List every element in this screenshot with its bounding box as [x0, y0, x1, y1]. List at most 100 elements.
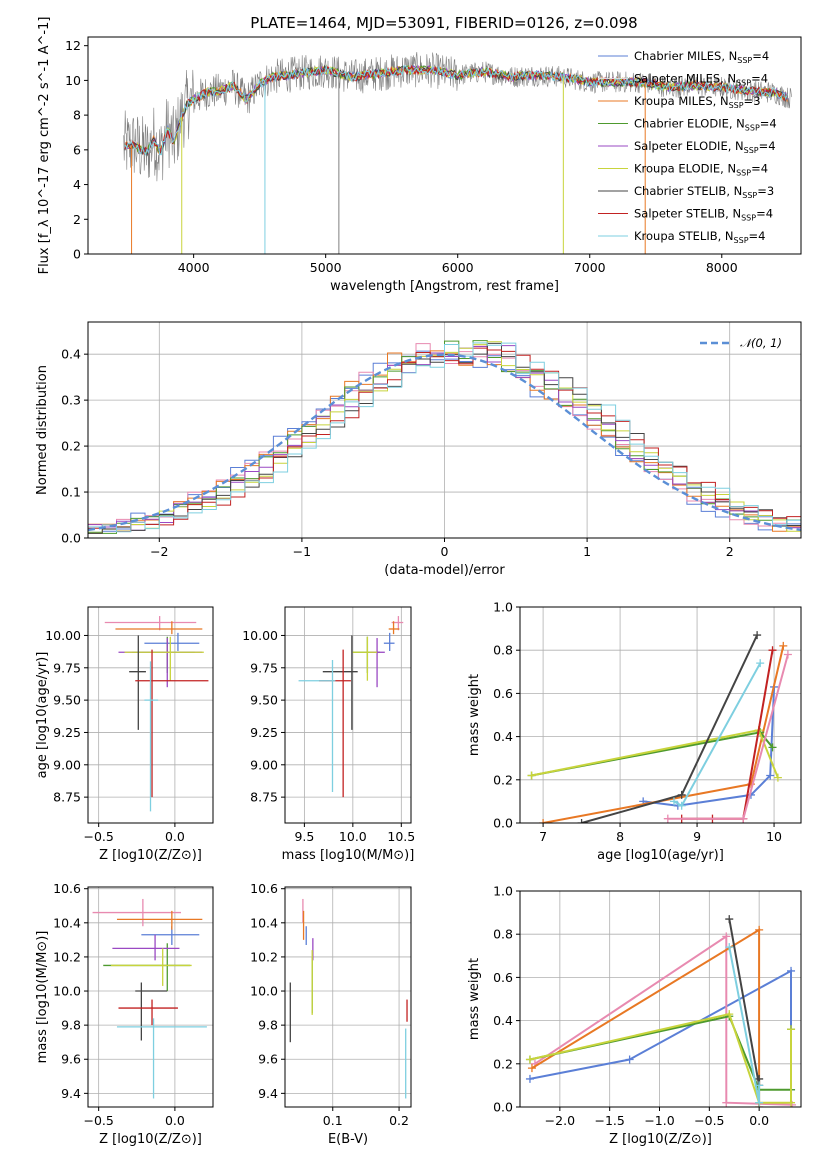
weight-point-marker [725, 943, 734, 952]
y-tick-label: 9.50 [53, 693, 81, 708]
y-tick-label: 10.6 [250, 881, 278, 896]
y-tick-label: 0.0 [61, 531, 81, 546]
legend-name: Salpeter ELODIE [634, 139, 728, 153]
legend-name: Kroupa ELODIE [634, 162, 720, 176]
weight-point-marker [527, 1064, 536, 1073]
axes-frame [519, 890, 802, 1108]
x-tick-label: 1 [583, 544, 591, 559]
legend-nssp: 4 [758, 229, 765, 243]
y-tick-label: 9.25 [250, 725, 278, 740]
legend-sub: SSP [736, 79, 751, 88]
legend-eq: = [760, 117, 770, 131]
y-tick-label: 0.4 [493, 729, 513, 744]
x-tick-label: −1 [293, 544, 311, 559]
plot-mass-vs-Z: −0.5 0.0 9.4 9.6 9.8 10.0 10.2 10.4 10.6 Z [log10… [35, 881, 214, 1147]
legend-nssp: 3 [753, 94, 760, 108]
x-axis-label: E(B-V) [328, 1132, 368, 1147]
weight-series-line [529, 1012, 792, 1104]
plot-area [88, 340, 801, 534]
weight-series-line [531, 928, 761, 1107]
legend-sep: , N [729, 117, 745, 131]
y-tick-label: 2 [73, 212, 81, 227]
y-tick-label: 10.4 [53, 915, 81, 930]
plot-massweight-vs-Z: −2.0 −1.5 −1.0 −0.5 0.0 0.0 0.2 0.4 0.6 0.8 1.0 Z [… [467, 884, 802, 1147]
weight-point-marker [756, 659, 765, 668]
weight-point-marker [755, 925, 764, 934]
weight-point-marker [753, 631, 762, 640]
y-tick-label: 0.0 [493, 816, 513, 831]
legend-label: Salpeter MILES, NSSP=4 [634, 72, 768, 88]
y-tick-label: 9.00 [53, 757, 81, 772]
normal-reference-curve [88, 353, 801, 532]
y-tick-label: 0.6 [493, 686, 513, 701]
y-tick-label: 9.8 [258, 1018, 278, 1033]
x-tick-label: −2.0 [545, 1113, 575, 1128]
y-tick-label: 10.2 [250, 949, 278, 964]
x-tick-label: −2 [150, 544, 168, 559]
y-tick-label: 0.2 [493, 772, 513, 787]
legend-label: Chabrier MILES, NSSP=4 [634, 49, 769, 65]
weight-point-marker [766, 771, 775, 780]
x-tick-label: 8 [616, 829, 624, 844]
spectrum-model-line [124, 65, 788, 156]
legend-nssp: 4 [762, 49, 769, 63]
legend-name: Salpeter STELIB [634, 207, 725, 221]
y-tick-label: 10.4 [250, 915, 278, 930]
y-tick-label: 0.8 [493, 643, 513, 658]
x-tick-label: 4000 [178, 260, 210, 275]
x-tick-label: 10 [766, 829, 782, 844]
figure-title: PLATE=1464, MJD=53091, FIBERID=0126, z=0… [250, 14, 637, 32]
legend-sub: SSP [734, 236, 749, 245]
y-axis-label: mass weight [467, 958, 482, 1040]
plot-area [104, 616, 209, 812]
weight-point-marker [768, 646, 777, 655]
y-tick-label: 10.6 [53, 881, 81, 896]
weight-point-marker [755, 1081, 764, 1090]
y-tick-label: 9.6 [61, 1052, 81, 1067]
legend-nssp: 4 [761, 72, 768, 86]
x-tick-label: 2 [726, 544, 734, 559]
weight-point-marker [663, 814, 672, 823]
legend-nssp: 4 [761, 162, 768, 176]
weight-point-marker [787, 966, 796, 975]
y-tick-label: 9.8 [61, 1018, 81, 1033]
weight-point-marker [525, 1055, 534, 1064]
plot-mass-vs-ebv: 0.1 0.2 9.4 9.6 9.8 10.0 10.2 10.4 10.6 E(B-V) [250, 881, 412, 1147]
x-tick-label: 9 [693, 829, 701, 844]
y-tick-label: 9.00 [250, 757, 278, 772]
legend-label: Chabrier ELODIE, NSSP=4 [634, 117, 777, 133]
legend-eq: = [751, 162, 761, 176]
y-axis-label: mass [log10(M/M⊙)] [35, 931, 50, 1064]
x-tick-label: 7 [539, 829, 547, 844]
weight-point-marker [527, 771, 536, 780]
legend-label: Kroupa ELODIE, NSSP=4 [634, 162, 768, 178]
y-tick-label: 6 [73, 142, 81, 157]
legend-sep: , N [720, 162, 736, 176]
legend-sub: SSP [729, 101, 744, 110]
axes-frame [87, 886, 214, 1108]
y-tick-label: 0.4 [61, 347, 81, 362]
weight-series-line [531, 728, 779, 778]
legend-name: Salpeter MILES [634, 72, 720, 86]
x-axis-label: mass [log10(M/M⊙)] [282, 848, 415, 863]
weight-point-marker [525, 1074, 534, 1083]
weight-point-marker [773, 773, 782, 782]
legend-name: Chabrier ELODIE [634, 117, 729, 131]
y-tick-label: 0.6 [493, 970, 513, 985]
x-tick-label: 6000 [442, 260, 474, 275]
legend-sep: , N [725, 207, 741, 221]
weight-point-marker [787, 1098, 796, 1107]
y-tick-label: 10 [65, 73, 81, 88]
y-tick-label: 10.0 [53, 984, 81, 999]
y-tick-label: 10.00 [45, 628, 81, 643]
plot-area [289, 898, 408, 1099]
x-axis-label: Z [log10(Z/Z⊙)] [99, 1132, 202, 1147]
x-tick-label: 0.0 [749, 1113, 769, 1128]
legend-eq: = [759, 139, 769, 153]
legend-sub: SSP [745, 124, 760, 133]
plot-age-vs-Z: −0.5 0.0 8.75 9.00 9.25 9.50 9.75 10.00 Z [log10… [35, 606, 214, 863]
y-tick-label: 8.75 [250, 790, 278, 805]
legend-sep: , N [720, 72, 736, 86]
